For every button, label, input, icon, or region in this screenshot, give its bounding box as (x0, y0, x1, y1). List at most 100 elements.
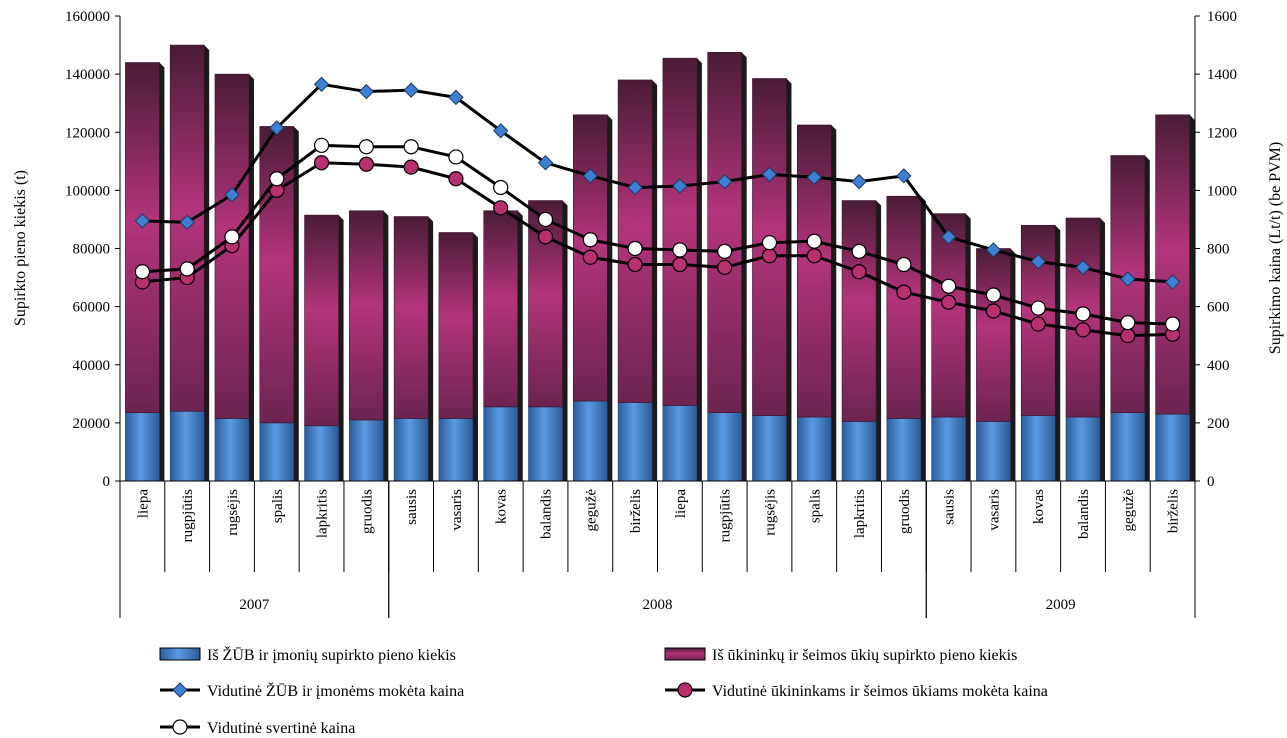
bar-shadow (248, 74, 254, 481)
circle-marker (717, 259, 733, 275)
circle-marker (985, 303, 1002, 319)
diamond-marker (313, 76, 330, 93)
bar-segment-zub (483, 406, 519, 482)
diamond-marker (672, 178, 688, 194)
bar-segment-ukininku (707, 52, 742, 414)
category-label: kovas (1031, 489, 1047, 524)
circle-marker (1120, 328, 1136, 344)
category-label: liepa (673, 489, 689, 518)
axes-layer (115, 15, 1200, 618)
diamond-marker (940, 229, 957, 245)
y-tick-label: 120000 (65, 125, 110, 141)
bar-segment-zub (125, 412, 160, 482)
category-label: vasaris (449, 489, 465, 531)
bar-segment-ukininku (438, 232, 474, 419)
bar-segment-ukininku (886, 195, 922, 419)
category-label: gegužė (1121, 489, 1137, 532)
y-tick-label: 20000 (73, 416, 111, 432)
bar-shadow (383, 210, 389, 481)
category-label: birželis (628, 489, 644, 533)
legend-label-bar-1: Iš ŽŪB ir įmonių supirkto pieno kiekis (207, 645, 456, 664)
bar-shadow (428, 216, 434, 481)
category-label: lapkritis (852, 489, 868, 538)
diamond-marker (358, 83, 375, 100)
year-label: 2007 (239, 597, 270, 613)
diamond-marker (269, 120, 285, 136)
bar-shadow (1144, 155, 1150, 481)
bar-segment-zub (1065, 416, 1101, 482)
bar-shadow (1189, 114, 1195, 481)
open-circle-marker (537, 211, 554, 228)
year-label: 2008 (643, 597, 673, 613)
price-line-3 (142, 143, 1173, 326)
y-tick-label: 0 (103, 474, 111, 490)
category-label: rugpjūtis (180, 489, 196, 542)
diamond-marker (179, 214, 195, 231)
diamond-marker (985, 242, 1002, 258)
bar-segment-zub (573, 400, 608, 482)
diamond-marker (224, 187, 240, 203)
legend-label-line-1: Vidutinė ŽŪB ir įmonėms mokėta kaina (207, 681, 464, 700)
labels-layer: 0 20000 40000 60000 80000 100000 120000 140000 1… (65, 9, 1237, 613)
diamond-marker (582, 168, 599, 184)
y-tick-label: 100000 (65, 183, 110, 199)
bar-segment-ukininku (483, 210, 519, 408)
y2-tick-label: 600 (1207, 300, 1230, 316)
circle-marker (403, 159, 419, 175)
category-label: spalis (807, 489, 823, 523)
category-label: rugsėjis (762, 489, 778, 536)
diamond-marker (1164, 274, 1181, 290)
circle-marker (941, 294, 957, 310)
open-circle-marker (448, 149, 464, 165)
lines-layer (134, 76, 1181, 344)
category-label: rugsėjis (225, 489, 241, 536)
y-tick-label: 60000 (73, 300, 111, 316)
category-label: balandis (539, 489, 555, 539)
bar-shadow (652, 79, 658, 481)
y2-tick-label: 1200 (1207, 125, 1237, 141)
legend-item-line-2: Vidutinė ūkininkams ir šeimos ūkiams mok… (665, 682, 1048, 700)
bar-shadow (293, 126, 299, 481)
bar-segment-ukininku (931, 213, 966, 418)
category-label: birželis (1166, 489, 1182, 533)
bar-segment-zub (976, 421, 1011, 482)
bar-segment-zub (214, 418, 250, 482)
diamond-marker (716, 173, 733, 190)
category-label: rugpjūtis (718, 489, 734, 542)
y2-axis-title: Supirkimo kaina (Lt/t) (be PVM) (1267, 142, 1284, 354)
open-circle-marker (224, 229, 240, 245)
legend-label-line-2: Vidutinė ūkininkams ir šeimos ūkiams mok… (712, 683, 1048, 700)
bar-segment-ukininku (976, 248, 1011, 422)
diamond-marker (403, 82, 419, 98)
circle-marker (582, 249, 598, 265)
legend-item-line-1: Vidutinė ŽŪB ir įmonėms mokėta kaina (160, 681, 464, 700)
y-tick-label: 40000 (73, 358, 111, 374)
bar-segment-zub (259, 422, 295, 482)
open-circle-marker (403, 139, 419, 155)
year-label: 2009 (1046, 597, 1076, 613)
circle-marker (672, 256, 688, 273)
category-label: spalis (270, 489, 286, 523)
legend-circle-marker (677, 682, 693, 698)
legend: Iš ŽŪB ir įmonių supirkto pieno kiekis I… (159, 645, 1048, 737)
category-label: lapkritis (315, 489, 331, 538)
bar-segment-ukininku (1155, 114, 1190, 415)
open-circle-marker (1165, 316, 1181, 332)
open-circle-marker (941, 278, 957, 294)
diamond-marker (134, 213, 151, 229)
circle-marker (851, 264, 867, 280)
bar-shadow (472, 232, 478, 481)
open-circle-marker (717, 243, 733, 260)
bar-segment-ukininku (349, 210, 384, 421)
bar-shadow (831, 124, 837, 481)
bar-segment-ukininku (662, 57, 698, 406)
open-circle-marker (582, 232, 598, 248)
open-circle-marker (134, 264, 150, 280)
y2-tick-label: 200 (1207, 416, 1230, 432)
category-label: liepa (135, 489, 151, 518)
legend-item-line-3: Vidutinė svertinė kaina (160, 719, 355, 737)
bar-segment-zub (617, 402, 653, 482)
circle-marker (493, 200, 509, 216)
legend-diamond-marker (172, 682, 188, 698)
category-label: gegužė (583, 489, 599, 532)
